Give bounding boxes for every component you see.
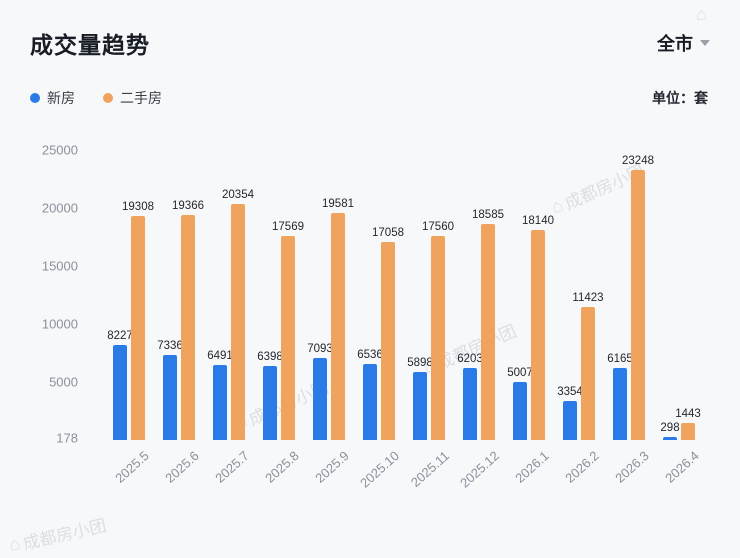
- chevron-down-icon: [700, 40, 710, 46]
- y-axis-tick-label: 5000: [49, 374, 78, 390]
- bar-value-label: 5898: [407, 356, 433, 369]
- bar-value-label: 17560: [422, 221, 454, 234]
- bar-new-home[interactable]: [563, 401, 577, 440]
- x-axis-label: 2025.7: [212, 448, 253, 486]
- bar-resale[interactable]: [381, 242, 395, 440]
- y-axis-tick-label: 10000: [41, 316, 78, 332]
- x-axis-label: 2025.12: [457, 448, 503, 491]
- y-axis-tick-label: 20000: [41, 200, 78, 216]
- x-axis-label: 2025.9: [312, 448, 353, 486]
- bar-value-label: 8227: [107, 329, 133, 342]
- header: 成交量趋势 全市: [30, 26, 710, 60]
- bar-resale[interactable]: [481, 224, 495, 440]
- x-axis-label: 2025.10: [357, 448, 403, 491]
- bar-resale[interactable]: [231, 203, 245, 440]
- bar-value-label: 23248: [622, 155, 654, 168]
- region-selector-label: 全市: [657, 34, 693, 54]
- house-icon: ⌂: [6, 532, 23, 555]
- bar-value-label: 5007: [507, 366, 533, 379]
- house-icon: ⌂: [696, 4, 707, 24]
- bar-value-label: 17058: [372, 227, 404, 240]
- legend-item-new-home[interactable]: 新房: [30, 88, 75, 108]
- bar-new-home[interactable]: [213, 364, 227, 440]
- bar-resale[interactable]: [131, 216, 145, 440]
- watermark-text: 成都房小团: [433, 321, 520, 374]
- x-axis-label: 2026.1: [512, 448, 553, 486]
- bar-new-home[interactable]: [363, 364, 377, 440]
- watermark: ⌂: [696, 4, 707, 25]
- bar-resale[interactable]: [531, 229, 545, 440]
- bar-value-label: 1443: [675, 408, 701, 421]
- bar-value-label: 19308: [122, 201, 154, 214]
- legend-label-new-home: 新房: [47, 90, 75, 106]
- x-axis-label: 2025.6: [162, 448, 203, 486]
- unit-label: 单位：套: [652, 90, 708, 106]
- x-axis-label: 2025.8: [262, 448, 303, 486]
- legend-dot-resale: [103, 93, 113, 103]
- bar-value-label: 6203: [457, 353, 483, 366]
- bar-new-home[interactable]: [263, 365, 277, 440]
- bar-new-home[interactable]: [513, 381, 527, 440]
- x-axis-label: 2026.4: [662, 448, 703, 486]
- bar-resale[interactable]: [431, 236, 445, 440]
- x-axis-label: 2025.11: [407, 448, 453, 490]
- bar-value-label: 6536: [357, 349, 383, 362]
- bar-value-label: 17569: [272, 221, 304, 234]
- bar-new-home[interactable]: [113, 344, 127, 440]
- bar-resale[interactable]: [681, 423, 695, 440]
- region-selector[interactable]: 全市: [657, 30, 710, 56]
- x-axis-label: 2025.5: [112, 448, 153, 486]
- bar-new-home[interactable]: [163, 354, 177, 440]
- bar-new-home[interactable]: [413, 371, 427, 440]
- page-title: 成交量趋势: [30, 32, 150, 58]
- legend-label-resale: 二手房: [120, 90, 162, 106]
- x-axis-label: 2026.2: [562, 448, 603, 486]
- y-axis-tick-label: 25000: [41, 142, 78, 158]
- bar-resale[interactable]: [281, 236, 295, 440]
- y-axis-tick-label: 15000: [41, 258, 78, 274]
- bar-value-label: 19366: [172, 200, 204, 213]
- bar-resale[interactable]: [181, 215, 195, 440]
- bar-new-home[interactable]: [313, 357, 327, 440]
- y-axis-tick-label: 178: [56, 430, 78, 446]
- bar-value-label: 18585: [472, 209, 504, 222]
- bar-resale[interactable]: [581, 307, 595, 440]
- bar-value-label: 18140: [522, 214, 554, 227]
- bar-value-label: 7093: [307, 342, 333, 355]
- bar-value-label: 6165: [607, 353, 633, 366]
- bar-value-label: 11423: [572, 292, 604, 305]
- bar-resale[interactable]: [631, 170, 645, 440]
- watermark-text: 成都房小团: [21, 516, 109, 554]
- legend-dot-new-home: [30, 93, 40, 103]
- x-axis-label: 2026.3: [612, 448, 653, 486]
- legend-item-resale[interactable]: 二手房: [103, 88, 162, 108]
- bar-value-label: 7336: [157, 339, 183, 352]
- bar-value-label: 20354: [222, 188, 254, 201]
- bar-new-home[interactable]: [613, 368, 627, 440]
- bar-new-home[interactable]: [463, 368, 477, 440]
- bar-value-label: 6491: [207, 349, 233, 362]
- watermark: ⌂ 成都房小团: [6, 511, 108, 558]
- bar-value-label: 19581: [322, 197, 354, 210]
- bar-value-label: 3354: [557, 386, 583, 399]
- bar-value-label: 298: [660, 421, 680, 434]
- legend: 新房 二手房 单位：套: [30, 88, 708, 108]
- bar-resale[interactable]: [331, 212, 345, 440]
- bar-value-label: 6398: [257, 350, 283, 363]
- bar-new-home[interactable]: [663, 436, 677, 440]
